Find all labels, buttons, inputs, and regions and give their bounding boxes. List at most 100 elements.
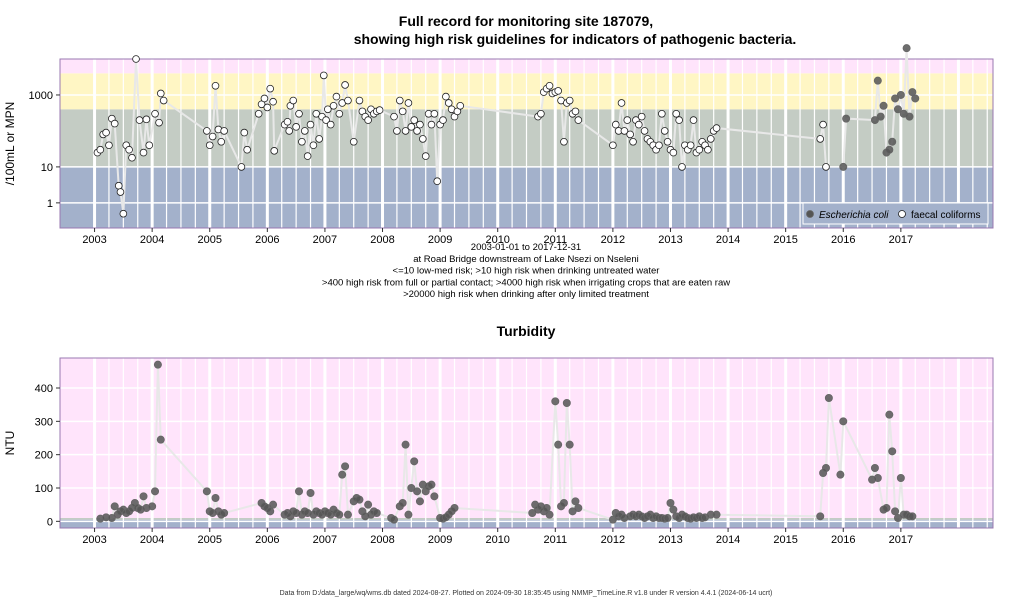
x-tick-label: 2011: [543, 234, 567, 246]
data-point: [658, 109, 666, 118]
data-point: [285, 127, 294, 135]
data-point: [145, 141, 154, 150]
data-point: [637, 112, 646, 121]
data-point: [416, 120, 424, 129]
x-tick-label: 2011: [543, 534, 567, 546]
data-point: [571, 107, 580, 116]
data-point: [270, 147, 279, 155]
data-point: [309, 141, 318, 150]
y-tick-label: 0: [47, 516, 53, 528]
data-point: [617, 99, 626, 107]
data-point: [640, 127, 649, 135]
data-point: [430, 109, 439, 118]
legend-marker: [898, 210, 906, 218]
data-point: [413, 487, 422, 496]
data-point: [324, 105, 332, 114]
x-tick-label: 2017: [889, 534, 913, 546]
x-tick-label: 2006: [255, 534, 279, 546]
data-point: [116, 188, 125, 196]
data-point: [303, 152, 312, 160]
data-point: [819, 120, 827, 129]
data-point: [704, 145, 712, 154]
data-point: [675, 116, 683, 124]
data-point: [306, 120, 315, 129]
x-tick-label: 2016: [831, 534, 855, 546]
data-point: [329, 101, 338, 110]
x-tick-label: 2007: [313, 534, 337, 546]
data-point: [911, 94, 920, 103]
data-point: [148, 502, 157, 511]
x-tick-label: 2008: [370, 534, 394, 546]
data-point: [623, 116, 632, 124]
data-point: [839, 417, 848, 426]
chart-title-line: showing high risk guidelines for indicat…: [354, 31, 797, 47]
legend-marker: [806, 210, 814, 218]
data-point: [565, 96, 574, 105]
data-point: [413, 127, 421, 135]
data-point: [836, 470, 845, 479]
data-point: [395, 96, 404, 105]
x-tick-label: 2004: [140, 534, 164, 546]
data-point: [335, 510, 344, 519]
data-point: [260, 94, 269, 103]
data-point: [398, 107, 407, 116]
data-point: [666, 498, 675, 507]
data-point: [349, 137, 358, 146]
data-point: [876, 112, 885, 121]
data-point: [404, 510, 413, 519]
y-tick-label: 200: [35, 450, 53, 462]
y-tick-label: 1000: [29, 90, 53, 102]
data-point: [888, 447, 897, 456]
data-point: [456, 101, 465, 110]
data-point: [545, 510, 554, 519]
data-point: [401, 127, 410, 135]
data-point: [390, 112, 398, 121]
data-point: [211, 493, 220, 502]
data-point: [393, 127, 401, 135]
data-point: [882, 503, 891, 512]
data-point: [132, 55, 140, 63]
data-point: [135, 116, 144, 124]
data-point: [824, 393, 833, 402]
data-point: [153, 360, 162, 369]
data-point: [398, 498, 407, 507]
legend: Escherichia coli faecal coliforms: [802, 202, 989, 225]
footer-note: Data from D:/data_large/wq/wms.db dated …: [280, 590, 773, 597]
data-point: [905, 112, 914, 121]
x-tick-label: 2006: [255, 234, 279, 246]
data-point: [430, 492, 439, 501]
data-point: [139, 148, 148, 157]
data-point: [295, 487, 304, 496]
data-point: [266, 84, 275, 93]
x-tick-label: 2015: [773, 234, 797, 246]
data-point: [873, 76, 882, 85]
x-tick-label: 2012: [601, 234, 625, 246]
data-point: [660, 127, 669, 135]
y-tick-label: 400: [35, 383, 53, 395]
data-point: [355, 96, 364, 105]
data-point: [208, 132, 217, 141]
data-point: [609, 141, 617, 150]
data-point: [888, 137, 897, 146]
x-tick-label: 2005: [197, 234, 221, 246]
data-point: [96, 145, 105, 154]
y-axis-label: NTU: [3, 431, 17, 456]
data-point: [341, 81, 349, 89]
data-point: [203, 127, 211, 135]
data-point: [338, 470, 347, 479]
data-point: [202, 487, 211, 496]
x-tick-label: 2016: [831, 234, 855, 246]
data-point: [128, 153, 136, 162]
data-point: [404, 99, 413, 107]
data-point: [263, 103, 272, 112]
data-point: [119, 209, 128, 218]
data-point: [816, 512, 825, 521]
data-point: [908, 512, 917, 521]
data-point: [879, 101, 888, 110]
data-point: [105, 141, 113, 150]
data-point: [559, 498, 568, 507]
data-point: [410, 116, 418, 124]
caption-line: >20000 high risk when drinking after onl…: [403, 289, 649, 300]
data-point: [407, 123, 416, 131]
x-tick-label: 2009: [428, 534, 452, 546]
